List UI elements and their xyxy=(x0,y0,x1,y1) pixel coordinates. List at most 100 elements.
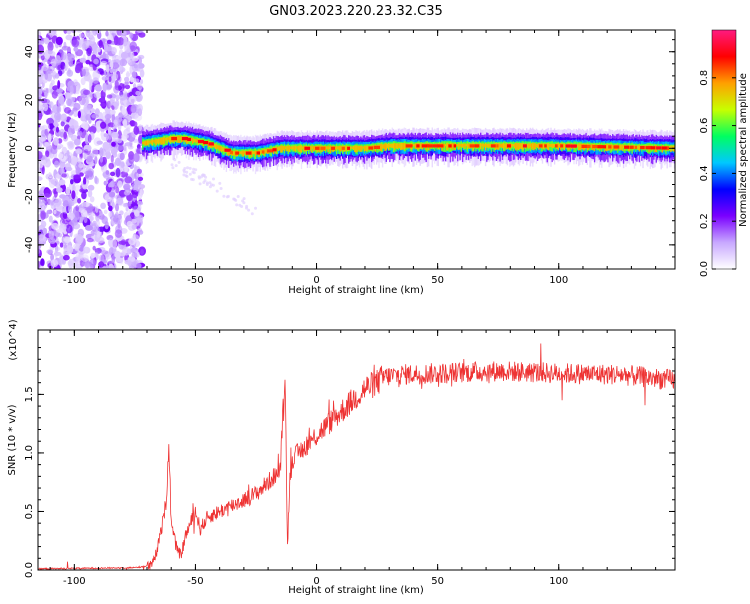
track-core xyxy=(438,144,444,147)
track-cell xyxy=(383,144,384,148)
track-cell xyxy=(217,145,218,148)
noise-blob xyxy=(60,212,68,220)
track-cell xyxy=(297,146,298,151)
track-cell xyxy=(312,147,313,150)
colorbar: 0.00.20.40.60.8 Normalized spectral ampl… xyxy=(699,30,749,277)
noise-blob xyxy=(104,42,108,52)
noise-blob xyxy=(39,266,44,271)
track-cell xyxy=(142,142,143,145)
noise-blob xyxy=(46,249,53,254)
noise-blob xyxy=(68,213,75,220)
noise-blob xyxy=(135,78,140,83)
track-cell xyxy=(549,144,550,147)
tail-blob xyxy=(216,190,219,193)
track-cell xyxy=(170,136,171,142)
y-tick-label: 1.5 xyxy=(24,386,35,402)
track-cell xyxy=(487,144,488,148)
track-cell xyxy=(145,141,146,146)
noise-blob xyxy=(45,73,48,80)
track-cell xyxy=(535,143,536,149)
noise-blob xyxy=(63,251,66,255)
noise-blob xyxy=(106,170,110,175)
track-cell xyxy=(401,143,402,150)
track-cell xyxy=(166,137,167,144)
track-core xyxy=(448,144,451,147)
track-cell xyxy=(388,143,389,150)
noise-blob xyxy=(65,163,72,171)
tail-blob xyxy=(203,174,206,177)
track-core xyxy=(454,144,457,147)
track-cell xyxy=(468,144,469,148)
noise-blob xyxy=(114,214,118,219)
track-cell xyxy=(192,138,193,144)
track-cell xyxy=(420,143,421,149)
track-cell xyxy=(301,145,302,153)
track-cell xyxy=(296,147,297,149)
track-cell xyxy=(578,143,579,150)
tail-blob xyxy=(212,178,215,181)
track-cell xyxy=(399,144,400,149)
noise-blob xyxy=(86,170,92,175)
x-tick-label: -50 xyxy=(187,275,203,286)
track-cell xyxy=(446,143,447,150)
track-cell xyxy=(413,144,414,146)
noise-blob xyxy=(47,210,52,215)
snr-line-area xyxy=(38,344,675,570)
track-cell xyxy=(392,144,393,148)
tail-blob xyxy=(237,195,240,198)
track-cell xyxy=(445,141,446,152)
noise-blob xyxy=(140,79,143,84)
track-core xyxy=(246,152,252,155)
noise-blob xyxy=(111,142,116,147)
tail-blob xyxy=(192,178,195,181)
noise-blob xyxy=(111,47,117,54)
noise-blob xyxy=(63,255,70,261)
noise-blob xyxy=(121,134,129,139)
noise-blob xyxy=(130,41,138,51)
noise-blob xyxy=(68,126,75,135)
noise-blob xyxy=(109,236,113,240)
noise-blob xyxy=(46,124,50,132)
track-cell xyxy=(558,143,559,150)
track-cell xyxy=(337,146,338,149)
track-core xyxy=(347,147,350,150)
x-tick-label: 50 xyxy=(431,576,444,587)
track-cell xyxy=(353,146,354,150)
track-cell xyxy=(168,138,169,140)
track-cell xyxy=(154,140,155,144)
noise-blob xyxy=(74,139,81,146)
noise-blob xyxy=(61,173,67,177)
track-core xyxy=(539,144,543,147)
track-cell xyxy=(623,145,624,148)
track-cell xyxy=(384,143,385,151)
track-cell xyxy=(242,151,243,156)
track-core xyxy=(566,144,571,147)
noise-blob xyxy=(71,156,77,166)
track-cell xyxy=(177,136,178,143)
noise-blob xyxy=(91,114,99,118)
track-cell xyxy=(252,151,253,154)
colorbar-tick-label: 0.4 xyxy=(699,165,710,181)
noise-blob xyxy=(43,103,48,111)
track-cell xyxy=(513,144,514,146)
noise-blob xyxy=(87,104,92,108)
noise-blob xyxy=(51,146,58,154)
tail-blob xyxy=(183,170,186,173)
track-core xyxy=(427,144,432,147)
noise-blob xyxy=(59,168,64,174)
track-core xyxy=(544,144,547,147)
noise-blob xyxy=(71,190,75,199)
track-cell xyxy=(149,141,150,143)
noise-blob xyxy=(68,68,71,75)
track-cell xyxy=(537,144,538,148)
track-cell xyxy=(515,143,516,151)
track-cell xyxy=(279,146,280,150)
noise-blob xyxy=(40,258,44,265)
noise-blob xyxy=(64,200,69,205)
track-cell xyxy=(506,143,507,149)
noise-blob xyxy=(104,133,109,137)
track-cell xyxy=(547,143,548,149)
track-core xyxy=(171,137,177,140)
noise-blob xyxy=(111,155,114,163)
noise-blob xyxy=(56,88,63,93)
